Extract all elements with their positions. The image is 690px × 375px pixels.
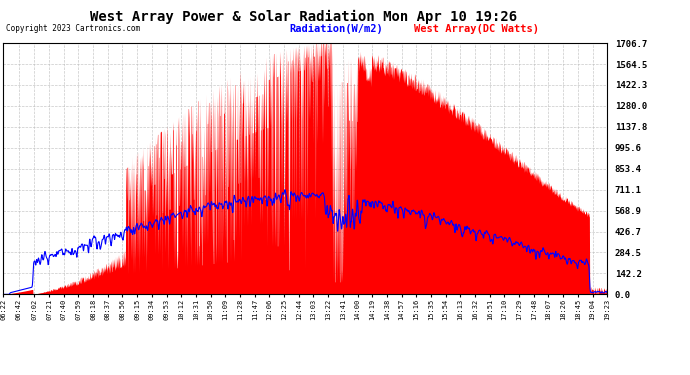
Text: Copyright 2023 Cartronics.com: Copyright 2023 Cartronics.com xyxy=(6,24,139,33)
Text: West Array Power & Solar Radiation Mon Apr 10 19:26: West Array Power & Solar Radiation Mon A… xyxy=(90,9,518,24)
Text: West Array(DC Watts): West Array(DC Watts) xyxy=(414,24,539,34)
Text: Radiation(W/m2): Radiation(W/m2) xyxy=(290,24,384,34)
